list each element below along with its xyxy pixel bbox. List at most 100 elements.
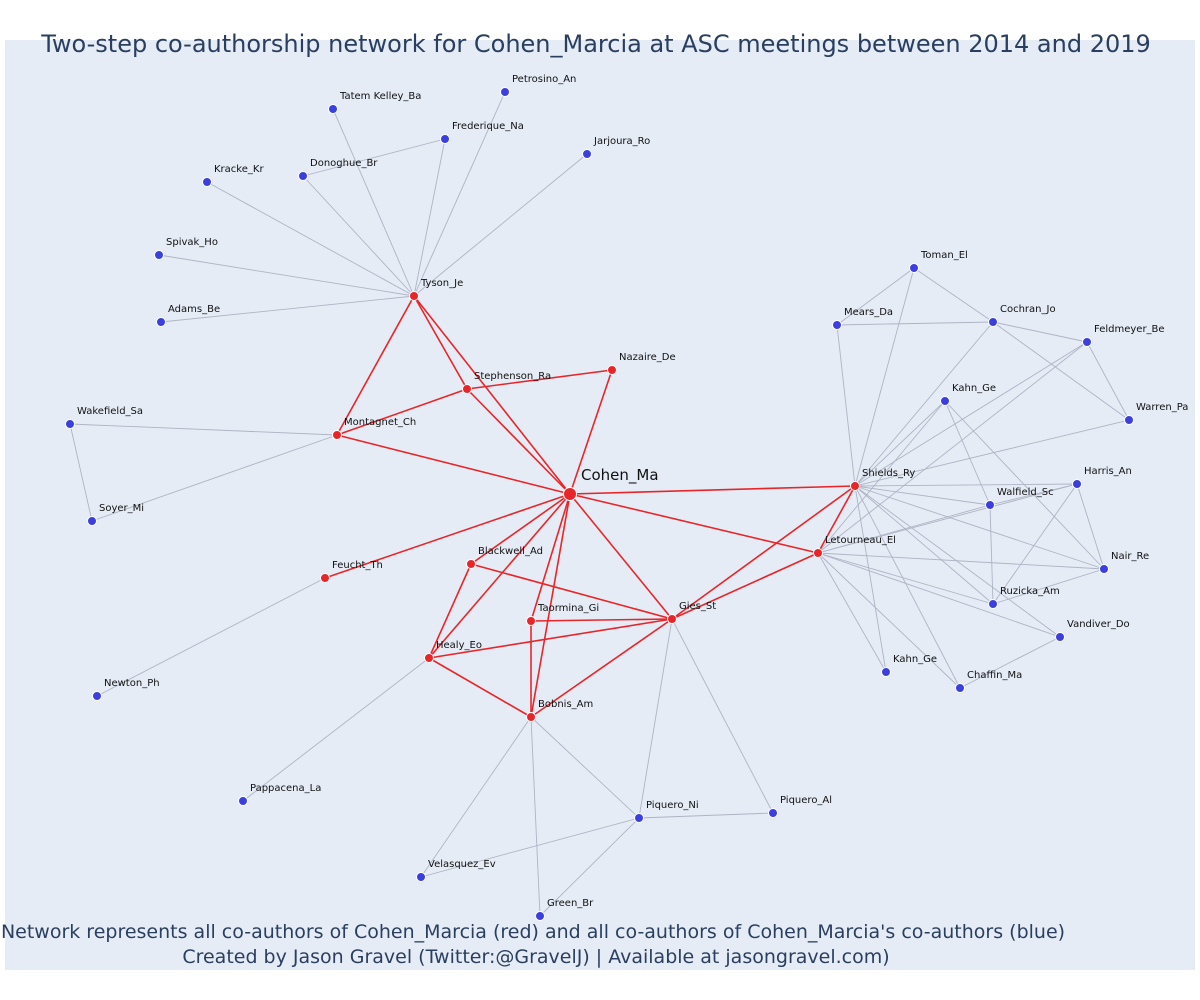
node-label-warren: Warren_Pa [1136, 402, 1188, 413]
node-label-adams: Adams_Be [168, 304, 220, 315]
node-tatem[interactable] [328, 104, 338, 114]
node-cohen[interactable] [563, 487, 577, 501]
node-stephenson[interactable] [462, 384, 472, 394]
node-gies[interactable] [667, 614, 677, 624]
edge-bobnis-green [530, 716, 541, 917]
node-label-walfield: Walfield_Sc [997, 487, 1054, 498]
node-letourneau[interactable] [813, 548, 823, 558]
node-soyer[interactable] [87, 516, 97, 526]
edge-tyson-petrosino [413, 91, 506, 297]
node-label-taormina: Taormina_Gi [537, 603, 599, 614]
node-label-tyson: Tyson_Je [420, 278, 463, 289]
node-healy[interactable] [424, 653, 434, 663]
edge-shields-letourneau [817, 485, 856, 554]
edge-tyson-frederique [413, 138, 446, 297]
node-kahn2[interactable] [881, 667, 891, 677]
caption-line-1: Network represents all co-authors of Coh… [1, 921, 1065, 943]
edge-cohen-bobnis [530, 493, 571, 718]
node-wakefield[interactable] [65, 419, 75, 429]
node-velasquez[interactable] [416, 872, 426, 882]
node-label-kahn1: Kahn_Ge [952, 383, 996, 394]
node-petrosino[interactable] [500, 87, 510, 97]
nodes-layer [65, 87, 1134, 921]
node-label-velasquez: Velasquez_Ev [428, 859, 496, 870]
node-label-bobnis: Bobnis_Am [538, 699, 593, 710]
edge-shields-harris [854, 483, 1078, 487]
node-shields[interactable] [850, 481, 860, 491]
edge-letourneau-kahn2 [817, 552, 887, 673]
node-harris[interactable] [1072, 479, 1082, 489]
edge-shields-cochran [854, 321, 994, 487]
node-label-piqueroal: Piquero_Al [780, 795, 832, 806]
caption-line-2: Created by Jason Gravel (Twitter:@Gravel… [182, 946, 889, 968]
plot-background [5, 40, 1195, 970]
node-newton[interactable] [92, 691, 102, 701]
edge-gies-letourneau [671, 552, 819, 620]
node-label-nazaire: Nazaire_De [619, 352, 676, 363]
edge-toman-cochran [913, 267, 994, 323]
labels-layer: Cohen_Ma Tyson_Je Stephenson_Ra Nazaire_De M… [77, 74, 1188, 909]
node-jarjoura[interactable] [582, 149, 592, 159]
node-vandiver[interactable] [1055, 632, 1065, 642]
node-label-donoghue: Donoghue_Br [310, 158, 378, 169]
edge-bobnis-velasquez [420, 716, 532, 878]
edge-bobnis-piqueroni [530, 716, 640, 819]
edge-feldmeyer-warren [1086, 341, 1130, 421]
edge-harris-walfield [989, 483, 1078, 506]
node-chaffin[interactable] [955, 683, 965, 693]
node-mears[interactable] [832, 320, 842, 330]
edges-layer [69, 91, 1130, 917]
edge-nair-ruzicka [992, 568, 1105, 605]
edge-wakefield-soyer [69, 423, 93, 522]
node-adams[interactable] [156, 317, 166, 327]
node-toman[interactable] [909, 263, 919, 273]
node-tyson[interactable] [409, 291, 419, 301]
node-kahn1[interactable] [940, 396, 950, 406]
node-label-tatem: Tatem Kelley_Ba [339, 91, 421, 102]
edge-cohen-feucht [324, 493, 571, 579]
node-green[interactable] [535, 911, 545, 921]
edge-gies-piqueroni [638, 618, 673, 819]
edge-cohen-blackwell [470, 493, 571, 565]
node-label-chaffin: Chaffin_Ma [967, 670, 1022, 681]
edge-tyson-adams [160, 295, 415, 323]
node-piqueroal[interactable] [768, 808, 778, 818]
node-warren[interactable] [1124, 415, 1134, 425]
node-ruzicka[interactable] [988, 599, 998, 609]
node-label-montagnet: Montagnet_Ch [344, 417, 416, 428]
edge-piqueroni-piqueroal [638, 812, 774, 819]
edge-mears-cochran [836, 321, 994, 326]
edge-kahn1-nair [944, 400, 1105, 570]
node-montagnet[interactable] [332, 430, 342, 440]
node-label-toman: Toman_El [920, 250, 968, 261]
node-label-frederique: Frederique_Na [452, 121, 524, 132]
node-label-shields: Shields_Ry [862, 468, 915, 479]
node-walfield[interactable] [985, 500, 995, 510]
node-bobnis[interactable] [526, 712, 536, 722]
edge-toman-mears [836, 267, 915, 326]
node-feldmeyer[interactable] [1082, 337, 1092, 347]
node-feucht[interactable] [320, 573, 330, 583]
edge-cohen-tyson [413, 295, 571, 495]
edge-healy-pappacena [242, 657, 430, 802]
node-pappacena[interactable] [238, 796, 248, 806]
node-spivak[interactable] [154, 250, 164, 260]
node-kracke[interactable] [202, 177, 212, 187]
node-donoghue[interactable] [298, 171, 308, 181]
node-nair[interactable] [1099, 564, 1109, 574]
edge-cohen-taormina [530, 493, 571, 622]
node-blackwell[interactable] [466, 559, 476, 569]
node-cochran[interactable] [988, 317, 998, 327]
edge-letourneau-chaffin [817, 552, 961, 689]
node-piqueroni[interactable] [634, 813, 644, 823]
edge-vandiver-chaffin [959, 636, 1061, 689]
node-label-nair: Nair_Re [1111, 551, 1149, 562]
edge-shields-mears [836, 324, 856, 487]
node-nazaire[interactable] [607, 365, 617, 375]
node-label-green: Green_Br [547, 898, 594, 909]
node-frederique[interactable] [440, 134, 450, 144]
node-label-healy: Healy_Eo [436, 640, 482, 651]
edge-taormina-gies [530, 618, 673, 622]
node-label-kracke: Kracke_Kr [214, 164, 264, 175]
node-taormina[interactable] [526, 616, 536, 626]
